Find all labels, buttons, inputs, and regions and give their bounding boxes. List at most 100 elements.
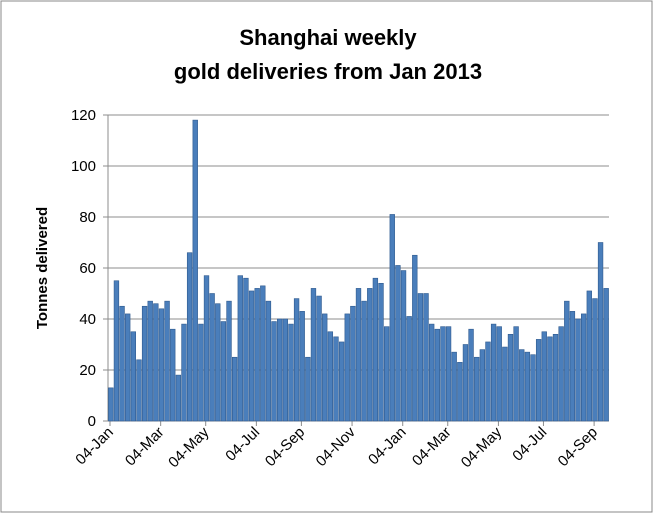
chart-title: Shanghai weekly: [239, 25, 417, 50]
bar: [361, 300, 367, 422]
bar: [575, 318, 581, 422]
bar: [293, 298, 300, 422]
bar: [457, 362, 463, 422]
y-tick-label: 60: [79, 260, 96, 277]
bar: [564, 300, 570, 422]
bar: [175, 374, 182, 422]
bar: [164, 300, 170, 422]
bar: [490, 323, 497, 422]
bar: [547, 336, 553, 422]
bar: [513, 326, 519, 422]
bar: [209, 293, 215, 422]
bar: [265, 300, 272, 422]
y-tick-label: 20: [79, 362, 96, 379]
bar: [147, 300, 153, 422]
bar: [535, 339, 542, 422]
bar: [322, 313, 328, 422]
bar: [569, 311, 576, 422]
bar: [344, 313, 350, 422]
y-tick-label: 100: [71, 158, 96, 175]
bar: [136, 359, 142, 422]
bar: [603, 288, 609, 422]
bar: [400, 270, 407, 422]
bar: [170, 328, 176, 422]
bar: [141, 305, 148, 422]
bar: [282, 318, 288, 422]
bar: [327, 331, 334, 422]
bar: [186, 252, 193, 422]
bar: [530, 354, 536, 422]
bar: [507, 333, 514, 422]
bar: [237, 275, 243, 422]
bar: [333, 336, 339, 422]
bar: [220, 321, 227, 422]
bar: [474, 356, 480, 422]
bar: [485, 341, 491, 422]
bar: [299, 311, 305, 422]
bar: [288, 323, 294, 422]
bar: [445, 326, 452, 422]
bar: [519, 349, 525, 422]
bar: [310, 288, 317, 422]
bar: [496, 326, 502, 422]
bar: [203, 275, 210, 422]
bar: [153, 303, 159, 422]
bar: [552, 333, 559, 422]
bar: [338, 341, 345, 422]
bar: [248, 290, 255, 422]
bar: [158, 308, 165, 422]
bar: [130, 331, 136, 422]
bar: [254, 288, 260, 422]
bar: [558, 326, 564, 422]
bar: [260, 285, 266, 422]
bar: [125, 313, 131, 422]
bar: [586, 290, 592, 422]
bar: [451, 351, 457, 422]
y-tick-label: 120: [71, 107, 96, 124]
bar: [383, 326, 390, 422]
bar: [350, 305, 356, 422]
bar: [119, 305, 125, 422]
bar: [581, 313, 587, 422]
bar: [108, 387, 114, 422]
bar: [479, 349, 486, 422]
bar: [502, 346, 508, 422]
y-tick-label: 0: [88, 413, 96, 430]
bar: [277, 318, 283, 422]
bar: [271, 321, 277, 422]
bar: [378, 282, 384, 422]
bar: [541, 331, 547, 422]
bar: [231, 356, 238, 422]
bar: [316, 295, 322, 422]
bar: [215, 303, 221, 422]
bar: [305, 356, 311, 422]
bar: [597, 242, 604, 422]
bar: [434, 328, 440, 422]
bar: [440, 326, 446, 422]
bar: [592, 298, 598, 422]
bar: [423, 293, 429, 422]
bar: [198, 323, 204, 422]
bar: [367, 288, 373, 422]
bar: [226, 300, 232, 422]
y-tick-label: 80: [79, 209, 96, 226]
bar: [524, 351, 531, 422]
chart-title: gold deliveries from Jan 2013: [174, 59, 482, 84]
bar: [468, 328, 474, 422]
y-axis-label: Tonnes delivered: [34, 207, 51, 329]
bar: [355, 288, 362, 422]
bar: [181, 323, 187, 422]
y-tick-label: 40: [79, 311, 96, 328]
bar: [243, 277, 249, 422]
bar: [412, 254, 418, 422]
bar: [406, 316, 412, 422]
bar: [462, 344, 469, 422]
bar: [389, 214, 395, 422]
bar: [417, 293, 424, 422]
bar: [192, 119, 198, 422]
bar: [372, 277, 379, 422]
bar: [429, 323, 435, 422]
bar: [395, 265, 401, 422]
